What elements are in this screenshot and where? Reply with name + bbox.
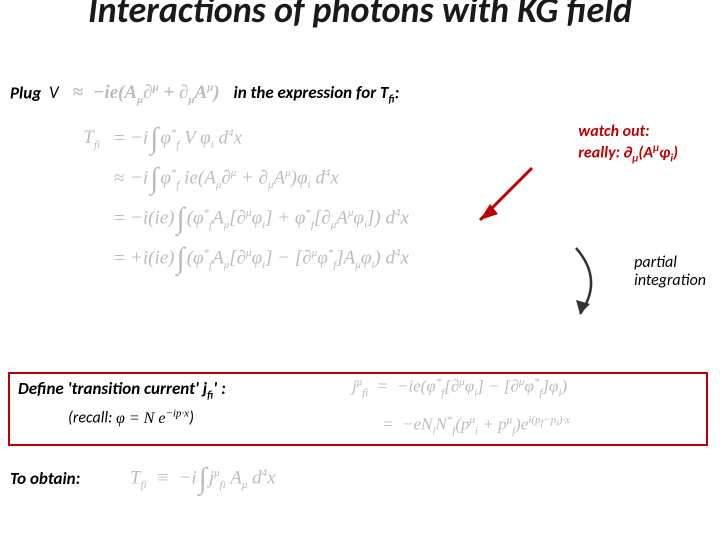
eq-rhs-1: −i∫φ*f V φi d4x (130, 122, 570, 156)
define-tc: 'transition current' j (68, 378, 208, 399)
watch-l2: really: ∂μ(Aμφi) (578, 141, 678, 165)
final-eq: Tfi ≡ −i∫jμfi Aμ d4x (130, 462, 276, 496)
curved-arrow (566, 240, 616, 330)
eq-op-1: = (108, 128, 130, 150)
partial-l2: integration (634, 272, 706, 290)
eq-block: Tfi = −i∫φ*f V φi d4x ≈ −i∫φ*f ie(Aμ∂μ +… (50, 122, 570, 282)
plug-colon: : (395, 82, 400, 103)
to-obtain-label: To obtain: (10, 468, 80, 489)
eq-row-2: ≈ −i∫φ*f ie(Aμ∂μ + ∂μAμ)φi d4x (50, 162, 570, 196)
slide-title: Interactions of photons with KG field (0, 0, 720, 30)
recall-pre: (recall: (68, 409, 116, 428)
eq-lhs: Tfi (50, 127, 108, 151)
plug-V-expr: −ie(Aμ∂μ + ∂μAμ) (93, 82, 220, 103)
partial-integration-label: partial integration (634, 254, 706, 289)
plug-in-expr: in the expression for T (234, 82, 389, 103)
partial-l1: partial (634, 254, 706, 272)
define-pre: Define (18, 378, 68, 399)
define-post: ' : (213, 378, 226, 399)
eq-rhs-2: −i∫φ*f ie(Aμ∂μ + ∂μAμ)φi d4x (130, 162, 570, 196)
recall-post: ) (189, 409, 194, 428)
eq-row-4: = +i(ie)∫(φ*fAμ[∂μφi] − [∂μφ*f]Aμφi) d4x (50, 242, 570, 276)
plug-approx: ≈ (73, 82, 83, 103)
eq-row-3: = −i(ie)∫(φ*fAμ[∂μφi] + φ*f[∂μAμφi]) d4x (50, 202, 570, 236)
eq-op-4: = (108, 248, 130, 270)
plug-label: Plug (10, 82, 41, 103)
eq-rhs-4: +i(ie)∫(φ*fAμ[∂μφi] − [∂μφ*f]Aμφi) d4x (130, 242, 570, 276)
eq-rhs-3: −i(ie)∫(φ*fAμ[∂μφi] + φ*f[∂μAμφi]) d4x (130, 202, 570, 236)
eq-op-3: = (108, 208, 130, 230)
plug-line: Plug V ≈ −ie(Aμ∂μ + ∂μAμ) in the express… (10, 82, 399, 106)
recall-exp: −ip·x (165, 407, 189, 419)
eq-row-1: Tfi = −i∫φ*f V φi d4x (50, 122, 570, 156)
jfi-eq-1: jμfi = −ie(φ*f[∂μφi] − [∂μφ*f]φi) (352, 376, 567, 399)
define-box: Define 'transition current' jfi' : (reca… (8, 372, 708, 446)
watch-out-note: watch out: really: ∂μ(Aμφi) (578, 122, 678, 165)
plug-V: V (49, 82, 59, 103)
watch-l1: watch out: (578, 122, 678, 141)
eq-op-2: ≈ (108, 168, 130, 190)
jfi-eq-2: = −eNiN*f(pμi + pμf)ei(pf−pi)·x (382, 414, 570, 437)
